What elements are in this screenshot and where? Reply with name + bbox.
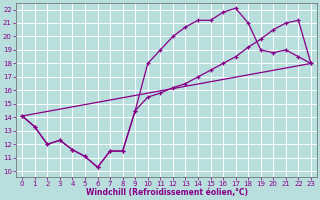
X-axis label: Windchill (Refroidissement éolien,°C): Windchill (Refroidissement éolien,°C) xyxy=(85,188,248,197)
